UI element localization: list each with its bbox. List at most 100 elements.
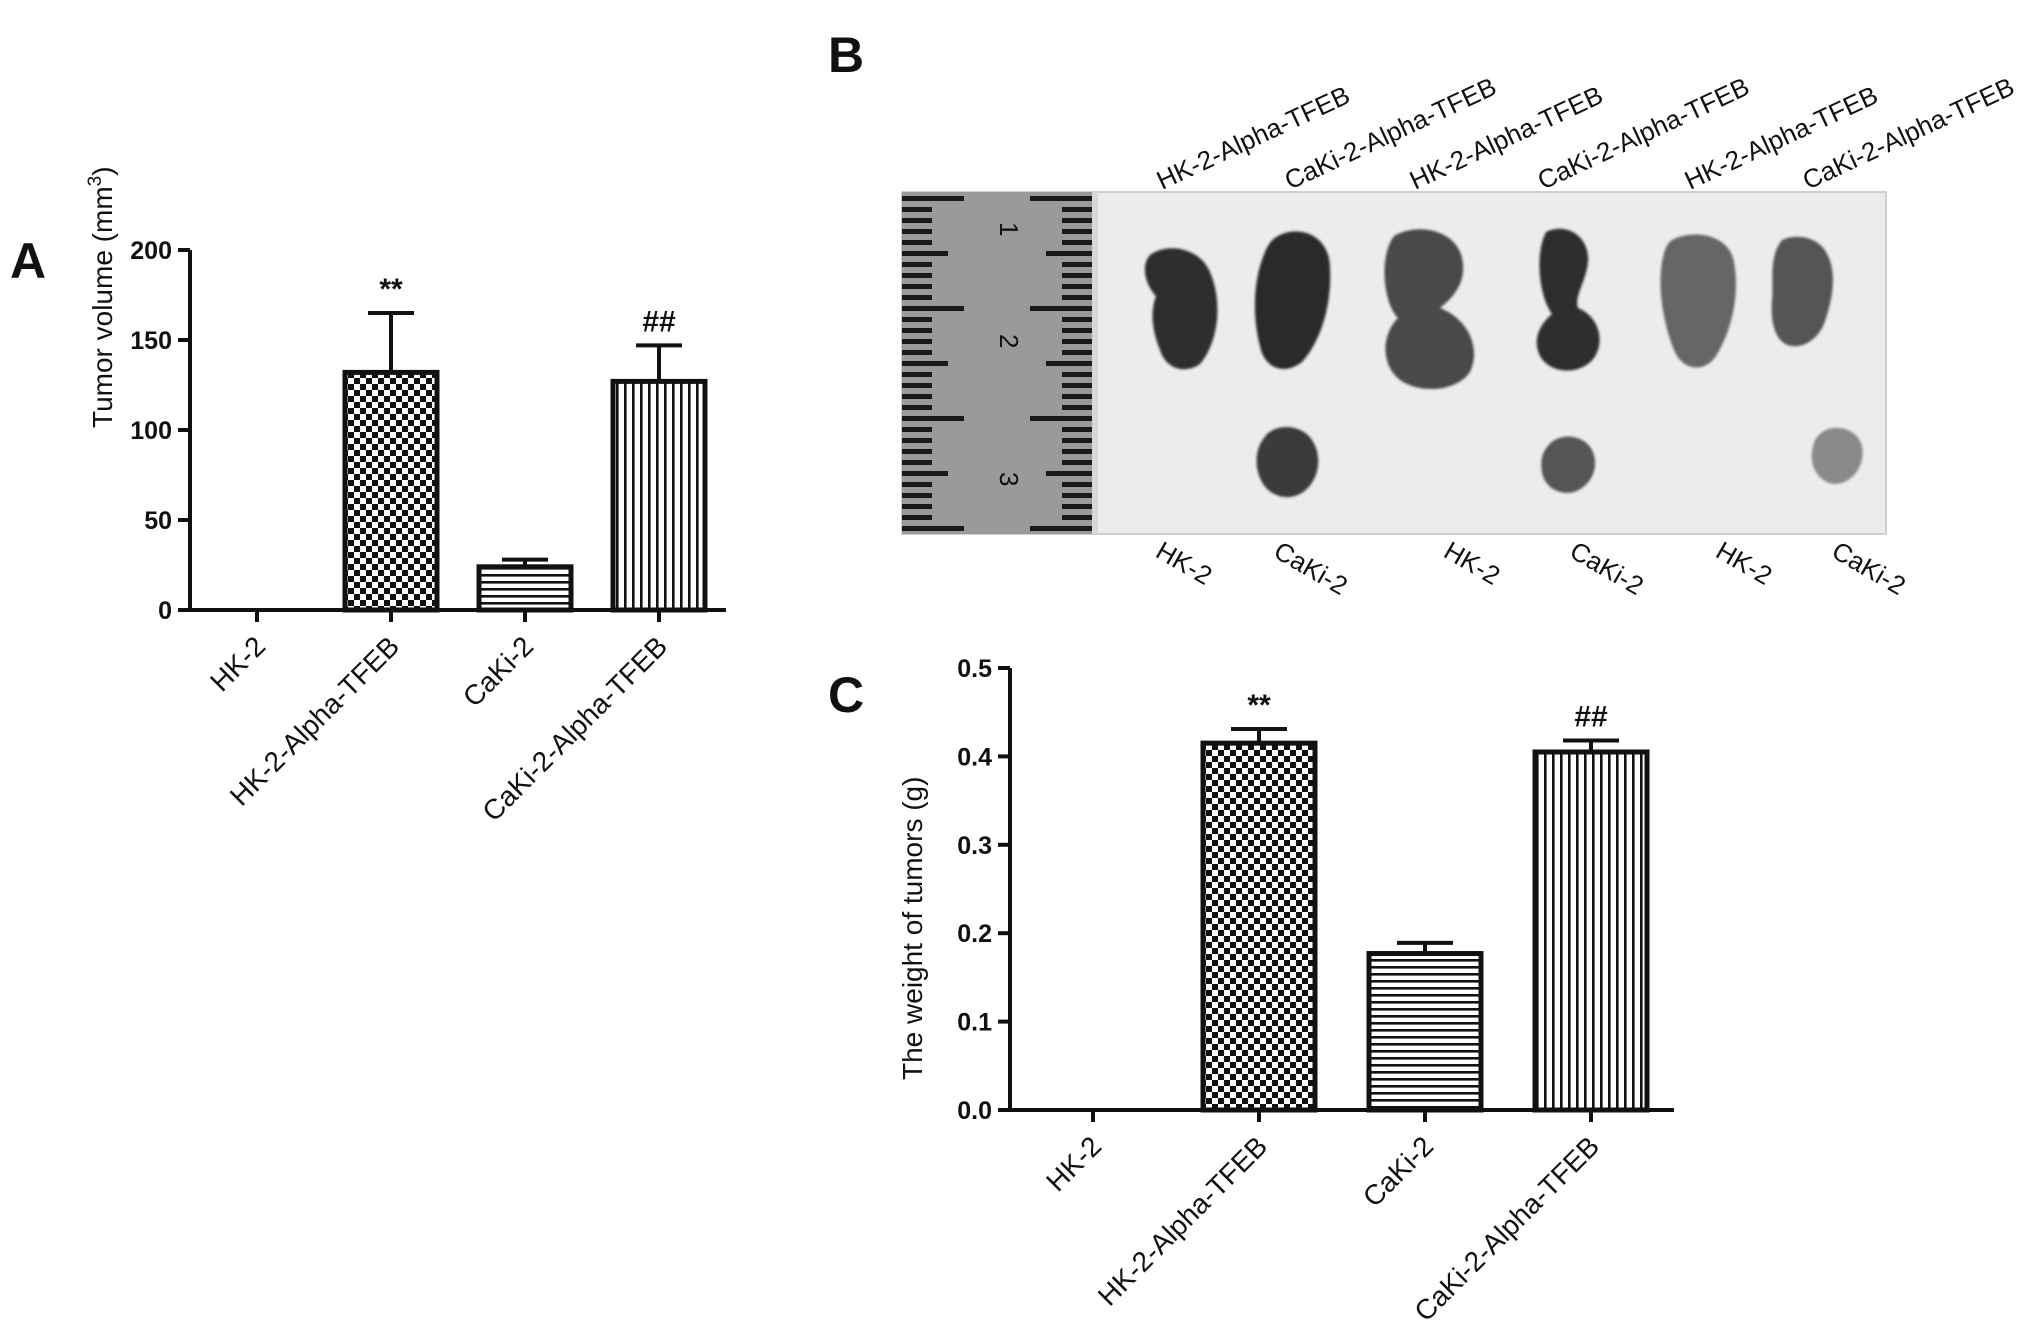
ruler-tick-right — [1062, 328, 1092, 333]
bar-c-2 — [1366, 951, 1484, 1113]
x-category-label-c-0: HK-2 — [1040, 1130, 1107, 1197]
y-axis-title-c: The weight of tumors (g) — [897, 777, 928, 1080]
y-axis-title-a: Tumor volume (mm3) — [85, 166, 118, 428]
y-tick-label-c-0: 0.0 — [957, 1097, 992, 1125]
ruler-tick-right — [1062, 284, 1092, 289]
photo-bottom-label-1: CaKi-2 — [1269, 535, 1353, 601]
ruler-tick-right — [1062, 262, 1092, 267]
ruler-tick-left — [902, 416, 964, 421]
ruler-tick-right — [1062, 295, 1092, 300]
tumor-hk2-1 — [1144, 248, 1218, 370]
ruler-tick-right — [1062, 229, 1092, 234]
x-category-label-a-0: HK-2 — [204, 630, 271, 697]
ruler-tick-right — [1062, 427, 1092, 432]
x-category-label-c-3: CaKi-2-Alpha-TFEB — [1408, 1130, 1605, 1327]
ruler-tick-right — [1062, 394, 1092, 399]
ruler-tick-right — [1062, 504, 1092, 509]
ruler-tick-right — [1062, 383, 1092, 388]
ruler-tick-right — [1062, 405, 1092, 410]
y-tick-label-c-4: 0.4 — [957, 743, 992, 771]
panel-letter-a: A — [10, 233, 46, 289]
ruler-tick-left — [902, 306, 964, 311]
ruler-tick-left — [902, 427, 932, 432]
ruler-tick-left — [902, 218, 932, 223]
x-category-label-a-2: CaKi-2 — [457, 630, 539, 712]
ruler-tick-left — [902, 460, 932, 465]
tumor-caki2-1-large — [1254, 231, 1331, 369]
tumor-caki2-2-small — [1541, 436, 1596, 493]
ruler-tick-right — [1046, 471, 1092, 476]
x-category-label-c-2: CaKi-2 — [1357, 1130, 1439, 1212]
tumor-hk2-3 — [1660, 234, 1736, 368]
ruler-tick-left — [902, 383, 932, 388]
y-tick-label-a-3: 150 — [130, 327, 172, 355]
ruler-tick-right — [1062, 493, 1092, 498]
ruler-tick-left — [902, 504, 932, 509]
ruler-tick-left — [902, 372, 932, 377]
ruler-tick-right — [1062, 207, 1092, 212]
tumor-caki2-1-small — [1256, 426, 1319, 498]
tumor-specimens — [1144, 228, 1863, 498]
photo-bottom-label-5: CaKi-2 — [1827, 535, 1911, 601]
y-tick-label-c-1: 0.1 — [957, 1009, 992, 1037]
photo-top-labels: HK-2-Alpha-TFEBCaKi-2-Alpha-TFEBHK-2-Alp… — [1152, 71, 2019, 195]
y-tick-label-c-2: 0.2 — [957, 920, 992, 948]
significance-c-3: ## — [1574, 700, 1608, 733]
ruler-tick-left — [902, 394, 932, 399]
x-category-label-c-1: HK-2-Alpha-TFEB — [1092, 1130, 1273, 1311]
bar-a-1 — [342, 369, 440, 613]
ruler-tick-left — [902, 196, 964, 201]
ruler-tick-left — [902, 493, 932, 498]
ruler-tick-left — [902, 361, 948, 366]
ruler-tick-left — [902, 229, 932, 234]
ruler-tick-right — [1030, 526, 1092, 531]
photo-bottom-label-0: HK-2 — [1151, 535, 1217, 591]
photo-top-label-1: CaKi-2-Alpha-TFEB — [1280, 71, 1501, 195]
photo-top-label-5: CaKi-2-Alpha-TFEB — [1798, 71, 2019, 195]
ruler-tick-right — [1062, 438, 1092, 443]
ruler-tick-left — [902, 328, 932, 333]
photo-bottom-labels: HK-2 CaKi-2 HK-2 CaKi-2 HK-2 CaKi-2 — [1151, 535, 1911, 601]
panel-letter-b: B — [828, 27, 864, 83]
ruler-tick-right — [1062, 339, 1092, 344]
ruler-tick-left — [902, 350, 932, 355]
ruler-tick-right — [1030, 196, 1092, 201]
ruler-tick-right — [1062, 515, 1092, 520]
significance-c-1: ** — [1247, 689, 1271, 722]
significance-a-1: ** — [379, 273, 403, 306]
ruler-tick-right — [1030, 416, 1092, 421]
ruler-tick-left — [902, 515, 932, 520]
bar-a-3 — [610, 378, 708, 613]
ruler-tick-left — [902, 284, 932, 289]
y-tick-label-a-2: 100 — [130, 417, 172, 445]
ruler-tick-left — [902, 295, 932, 300]
bar-c-3 — [1532, 749, 1650, 1113]
ruler-tick-left — [902, 449, 932, 454]
tumor-photo: 1 2 3 HK-2-Alpha-TFEBCaKi-2-Alpha-TFEBHK… — [901, 71, 2019, 601]
ruler-tick-left — [902, 262, 932, 267]
ruler-tick-left — [902, 482, 932, 487]
ruler-tick-right — [1062, 482, 1092, 487]
significance-a-3: ## — [642, 305, 676, 338]
ruler-tick-left — [902, 339, 932, 344]
y-tick-label-a-0: 0 — [158, 597, 172, 625]
ruler-tick-right — [1062, 273, 1092, 278]
ruler-tick-left — [902, 273, 932, 278]
ruler-tick-right — [1046, 251, 1092, 256]
ruler-tick-left — [902, 240, 932, 245]
bar-c-1 — [1200, 740, 1318, 1113]
chart-c: The weight of tumors (g) 0.0 0.1 0.2 0.3 0.4… — [897, 655, 1674, 1327]
ruler-tick-left — [902, 251, 948, 256]
ruler-tick-left — [902, 317, 932, 322]
ruler-number-2: 2 — [994, 334, 1024, 348]
ruler-tick-left — [902, 471, 948, 476]
ruler-number-1: 1 — [994, 222, 1024, 236]
panel-letter-c: C — [828, 667, 864, 723]
photo-bottom-label-2: HK-2 — [1439, 535, 1505, 591]
tumor-hk2-2 — [1384, 229, 1475, 390]
ruler-tick-right — [1062, 460, 1092, 465]
ruler-tick-right — [1062, 218, 1092, 223]
ruler-tick-left — [902, 405, 932, 410]
photo-bottom-label-3: CaKi-2 — [1565, 535, 1649, 601]
